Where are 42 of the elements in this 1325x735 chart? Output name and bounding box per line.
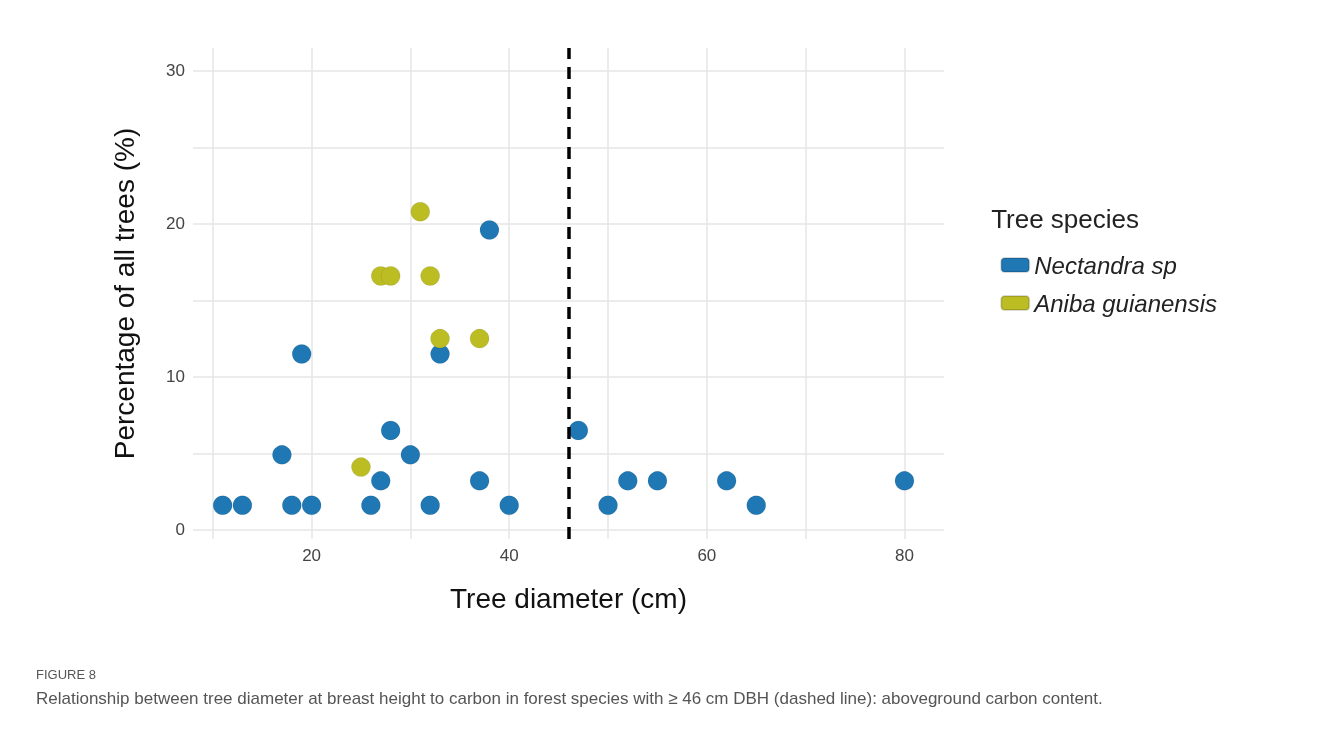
point bbox=[361, 495, 381, 516]
legend-title: Tree species bbox=[991, 204, 1139, 234]
point bbox=[618, 471, 638, 491]
point bbox=[420, 266, 440, 286]
point bbox=[469, 328, 490, 349]
point bbox=[716, 471, 737, 491]
text: Relationship between tree diameter at breast height to carbon in forest species with ≥ 46 cm DBH (dashed line): aboveground carbon content. bbox=[36, 689, 1103, 708]
point bbox=[430, 328, 450, 349]
y-axis-title: Percentage of all trees (%) bbox=[108, 127, 140, 460]
x-tick-label: 60 bbox=[697, 546, 717, 565]
point bbox=[469, 471, 490, 491]
point bbox=[499, 495, 519, 516]
x-tick-label: 40 bbox=[499, 546, 519, 565]
point bbox=[400, 445, 421, 465]
point bbox=[351, 457, 371, 477]
x-tick-label: 80 bbox=[895, 546, 914, 565]
point bbox=[212, 495, 233, 516]
x-tick-label: 20 bbox=[302, 546, 322, 565]
point bbox=[282, 495, 302, 516]
y-tick-label: 0 bbox=[175, 520, 185, 540]
point bbox=[746, 495, 766, 516]
point bbox=[301, 495, 322, 516]
legend-label: Nectandra sp bbox=[1034, 251, 1177, 279]
point bbox=[410, 201, 431, 222]
y-tick-label: 30 bbox=[166, 61, 185, 81]
point bbox=[380, 266, 401, 286]
point bbox=[272, 445, 292, 465]
point bbox=[291, 344, 312, 364]
point bbox=[894, 471, 915, 491]
y-tick-label: 20 bbox=[166, 214, 185, 234]
point bbox=[479, 220, 500, 240]
point bbox=[371, 471, 391, 491]
point bbox=[232, 495, 253, 516]
x-axis-title: Tree diameter (cm) bbox=[449, 582, 688, 614]
point bbox=[420, 495, 440, 516]
point bbox=[380, 420, 401, 441]
point bbox=[647, 471, 668, 491]
y-tick-label: 10 bbox=[166, 367, 185, 387]
legend-label: Aniba guianensis bbox=[1032, 289, 1218, 317]
caption: FIGURE 8 bbox=[36, 667, 96, 682]
point bbox=[598, 495, 618, 516]
point bbox=[568, 420, 589, 441]
